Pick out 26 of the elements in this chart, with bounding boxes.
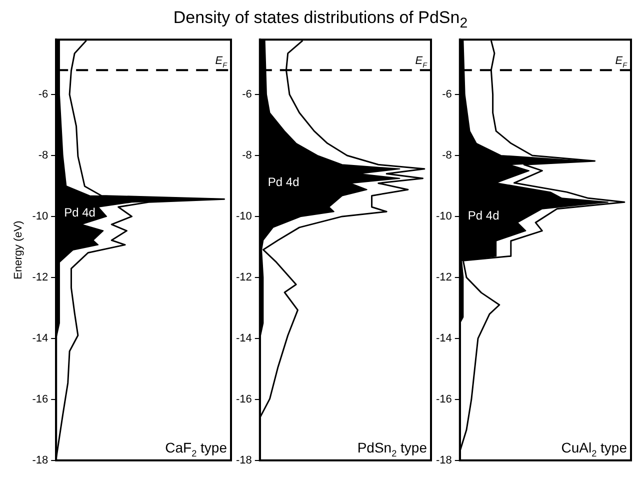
y-tick-label: -16 [436,393,452,406]
y-tick-label: -18 [236,454,252,466]
y-tick-label: -8 [442,150,452,162]
y-tick-label: -10 [436,210,452,222]
y-tick-label: -12 [236,271,252,284]
y-tick-label: -6 [442,88,452,101]
y-tick-label: -12 [436,271,452,284]
y-tick-label: -8 [242,150,252,162]
y-tick-label: -16 [32,393,48,406]
y-tick-label: -14 [436,332,452,344]
y-tick-label: -18 [32,454,48,466]
y-tick-label: -14 [236,332,252,344]
y-tick-label: -12 [32,271,48,284]
y-tick-label: -10 [32,210,48,222]
y-tick-label: -6 [38,88,48,101]
y-tick-label: -18 [436,454,452,466]
y-tick-label: -10 [236,210,252,222]
y-tick-label: -8 [38,150,48,162]
y-tick-label: -16 [236,393,252,406]
text: Density of states distributions of PdSn$_{2}$ [172,8,469,32]
series-label: Pd 4d [64,205,96,220]
y-tick-label: -14 [32,332,48,344]
series-label: Pd 4d [268,175,300,190]
y-axis-title: Energy (eV) [12,220,25,280]
y-tick-label: -6 [242,88,252,101]
series-label: Pd 4d [468,208,500,222]
